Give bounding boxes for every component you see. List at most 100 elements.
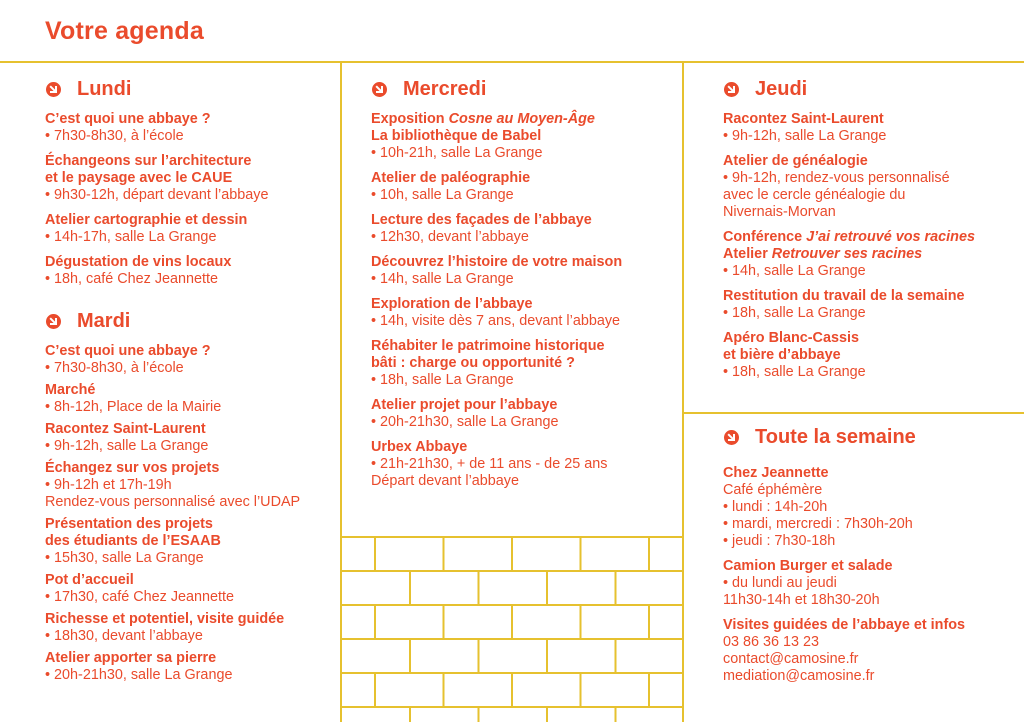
event-title-text: des étudiants de l’ESAAB bbox=[45, 533, 221, 549]
section-lundi: Lundi C’est quoi une abbaye ? • 7h30-8h30,… bbox=[45, 77, 268, 296]
day-heading: Jeudi bbox=[723, 77, 975, 101]
event-title-text: Racontez Saint-Laurent bbox=[723, 111, 884, 127]
event-item: Découvrez l’histoire de votre maison • 14… bbox=[371, 254, 622, 288]
event-title: Dégustation de vins locaux bbox=[45, 254, 268, 271]
event-title: Restitution du travail de la semaine bbox=[723, 288, 975, 305]
event-item: Atelier apporter sa pierre • 20h-21h30, s… bbox=[45, 650, 300, 684]
event-title: Conférence J’ai retrouvé vos racines bbox=[723, 229, 975, 246]
divider-top bbox=[0, 61, 1024, 63]
event-title-italic: Retrouver ses racines bbox=[771, 246, 923, 262]
event-detail: • lundi : 14h-20h bbox=[723, 499, 828, 515]
event-title-text: Réhabiter le patrimoine historique bbox=[371, 338, 605, 354]
divider-right bbox=[683, 412, 1024, 414]
event-item: Atelier cartographie et dessin • 14h-17h,… bbox=[45, 212, 268, 246]
page-title: Votre agenda bbox=[45, 17, 204, 45]
event-title: des étudiants de l’ESAAB bbox=[45, 533, 300, 550]
event-title: et bière d’abbaye bbox=[723, 347, 975, 364]
event-detail: • 9h30-12h, départ devant l’abbaye bbox=[45, 187, 269, 203]
event-title-text: Lecture des façades de l’abbaye bbox=[371, 212, 592, 228]
event-title-text: Pot d’accueil bbox=[45, 572, 134, 588]
event-detail: • 9h-12h, rendez-vous personnalisé bbox=[723, 170, 950, 186]
day-heading-label: Lundi bbox=[77, 77, 132, 100]
event-title-text: Échangez sur vos projets bbox=[45, 460, 220, 476]
event-detail: • 14h, visite dès 7 ans, devant l’abbaye bbox=[371, 313, 621, 329]
event-detail: • 18h, salle La Grange bbox=[371, 372, 514, 388]
event-item: Urbex Abbaye • 21h-21h30, + de 11 ans - d… bbox=[371, 439, 622, 490]
event-detail: • 20h-21h30, salle La Grange bbox=[371, 414, 559, 430]
event-item: Atelier projet pour l’abbaye • 20h-21h30,… bbox=[371, 397, 622, 431]
event-title-text: Camion Burger et salade bbox=[723, 558, 893, 574]
event-title: Visites guidées de l’abbaye et infos bbox=[723, 617, 965, 634]
event-detail: Départ devant l’abbaye bbox=[371, 473, 520, 489]
event-detail: Rendez-vous personnalisé avec l’UDAP bbox=[45, 494, 301, 510]
event-title-text: Conférence bbox=[723, 229, 807, 245]
event-title: Racontez Saint-Laurent bbox=[45, 421, 300, 438]
event-title-text: Atelier bbox=[723, 246, 772, 262]
event-title: Chez Jeannette bbox=[723, 465, 965, 482]
event-title: Atelier projet pour l’abbaye bbox=[371, 397, 622, 414]
brick-pattern bbox=[342, 536, 682, 722]
arrow-circle-down-right-icon bbox=[372, 81, 387, 97]
event-item: Restitution du travail de la semaine • 18… bbox=[723, 288, 975, 322]
day-heading: Mercredi bbox=[371, 77, 622, 101]
event-detail: • 9h-12h, salle La Grange bbox=[723, 128, 887, 144]
event-detail: • 18h30, devant l’abbaye bbox=[45, 628, 203, 644]
event-title: Atelier Retrouver ses racines bbox=[723, 246, 975, 263]
event-item: Visites guidées de l’abbaye et infos 03 8… bbox=[723, 617, 965, 685]
event-detail: • 14h, salle La Grange bbox=[371, 271, 514, 287]
day-heading-label: Jeudi bbox=[755, 77, 808, 100]
divider-col-2 bbox=[682, 62, 684, 722]
event-detail: Café éphémère bbox=[723, 482, 823, 498]
event-title-text: Atelier projet pour l’abbaye bbox=[371, 397, 558, 413]
divider-col-1 bbox=[340, 62, 342, 722]
event-title-text: Exposition bbox=[371, 111, 449, 127]
arrow-circle-down-right-icon bbox=[724, 81, 739, 97]
event-detail: • 10h, salle La Grange bbox=[371, 187, 514, 203]
event-detail: • 18h, salle La Grange bbox=[723, 364, 866, 380]
event-item: Apéro Blanc-Cassis et bière d’abbaye • 18h… bbox=[723, 330, 975, 381]
event-item: Dégustation de vins locaux • 18h, café Ch… bbox=[45, 254, 268, 288]
event-detail: • jeudi : 7h30-18h bbox=[723, 533, 836, 549]
day-heading-label: Mercredi bbox=[403, 77, 487, 100]
event-title: Richesse et potentiel, visite guidée bbox=[45, 611, 300, 628]
event-title-text: C’est quoi une abbaye ? bbox=[45, 343, 211, 359]
event-title: Atelier apporter sa pierre bbox=[45, 650, 300, 667]
day-heading: Toute la semaine bbox=[723, 425, 965, 449]
section-mardi: Mardi C’est quoi une abbaye ? • 7h30-8h30,… bbox=[45, 309, 300, 689]
event-title: Exposition Cosne au Moyen-Âge bbox=[371, 111, 622, 128]
event-detail: • 9h-12h, salle La Grange bbox=[45, 438, 209, 454]
event-item: Échangez sur vos projets • 9h-12h et 17h-… bbox=[45, 460, 300, 511]
event-detail: • 9h-12h et 17h-19h bbox=[45, 477, 172, 493]
event-title: Échangez sur vos projets bbox=[45, 460, 300, 477]
event-detail: • 8h-12h, Place de la Mairie bbox=[45, 399, 222, 415]
event-title-text: bâti : charge ou opportunité ? bbox=[371, 355, 575, 371]
event-item: Réhabiter le patrimoine historique bâti :… bbox=[371, 338, 622, 389]
event-detail: • 17h30, café Chez Jeannette bbox=[45, 589, 235, 605]
event-title: C’est quoi une abbaye ? bbox=[45, 343, 300, 360]
event-detail: • 7h30-8h30, à l’école bbox=[45, 128, 184, 144]
event-detail: • mardi, mercredi : 7h30h-20h bbox=[723, 516, 913, 532]
day-heading-label: Mardi bbox=[77, 309, 131, 332]
event-title: Échangeons sur l’architecture bbox=[45, 153, 268, 170]
event-title-text: Urbex Abbaye bbox=[371, 439, 468, 455]
arrow-circle-down-right-icon bbox=[46, 81, 61, 97]
event-title: Racontez Saint-Laurent bbox=[723, 111, 975, 128]
event-detail: 11h30-14h et 18h30-20h bbox=[723, 592, 880, 608]
event-title: Apéro Blanc-Cassis bbox=[723, 330, 975, 347]
event-detail: Nivernais-Morvan bbox=[723, 204, 836, 220]
event-title: Découvrez l’histoire de votre maison bbox=[371, 254, 622, 271]
event-detail: contact@camosine.fr bbox=[723, 651, 859, 667]
event-item: Marché • 8h-12h, Place de la Mairie bbox=[45, 382, 300, 416]
event-item: Échangeons sur l’architecture et le paysa… bbox=[45, 153, 268, 204]
event-item: Atelier de paléographie • 10h, salle La G… bbox=[371, 170, 622, 204]
event-item: Exploration de l’abbaye • 14h, visite dès… bbox=[371, 296, 622, 330]
event-title: C’est quoi une abbaye ? bbox=[45, 111, 268, 128]
event-detail: • 21h-21h30, + de 11 ans - de 25 ans bbox=[371, 456, 608, 472]
event-item: Présentation des projets des étudiants de… bbox=[45, 516, 300, 567]
day-heading-label: Toute la semaine bbox=[755, 425, 916, 448]
section-jeudi: Jeudi Racontez Saint-Laurent • 9h-12h, sal… bbox=[723, 77, 975, 389]
event-title-text: C’est quoi une abbaye ? bbox=[45, 111, 211, 127]
event-item: Chez Jeannette Café éphémère • lundi : 14h… bbox=[723, 465, 965, 550]
event-title: La bibliothèque de Babel bbox=[371, 128, 622, 145]
event-title-text: Racontez Saint-Laurent bbox=[45, 421, 206, 437]
